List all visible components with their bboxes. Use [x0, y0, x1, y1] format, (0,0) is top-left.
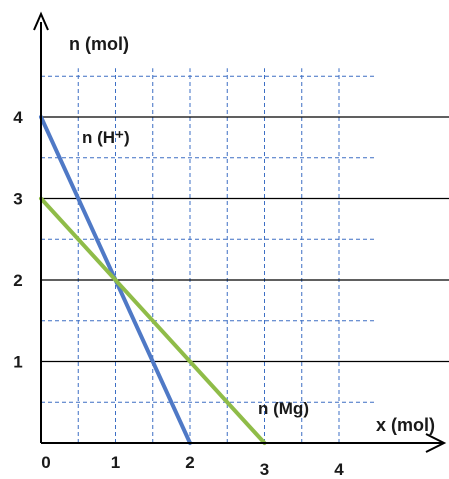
series-line-mg [39, 196, 267, 445]
x-tick-label: 4 [334, 460, 344, 479]
series-label-mg: n (Mg) [258, 399, 309, 418]
x-axis-title: x (mol) [376, 415, 435, 435]
axes [33, 11, 447, 453]
y-tick-label: 2 [13, 271, 22, 290]
x-tick-label: 3 [260, 460, 269, 479]
series-label-h-plus: n (H⁺) [82, 128, 130, 147]
series-lines [39, 115, 267, 445]
x-tick-label: 2 [185, 453, 194, 472]
x-tick-label: 0 [41, 453, 50, 472]
x-axis-arrow [425, 433, 447, 453]
y-axis-title: n (mol) [69, 34, 129, 54]
y-axis-arrow [33, 11, 49, 31]
major-gridlines [41, 116, 449, 363]
y-tick-label: 4 [13, 108, 23, 127]
y-tick-label: 3 [13, 190, 22, 209]
y-tick-label: 1 [13, 353, 22, 372]
x-tick-label: 1 [111, 453, 120, 472]
tick-labels: 0 1 2 3 4 1 2 3 4 [13, 108, 344, 479]
